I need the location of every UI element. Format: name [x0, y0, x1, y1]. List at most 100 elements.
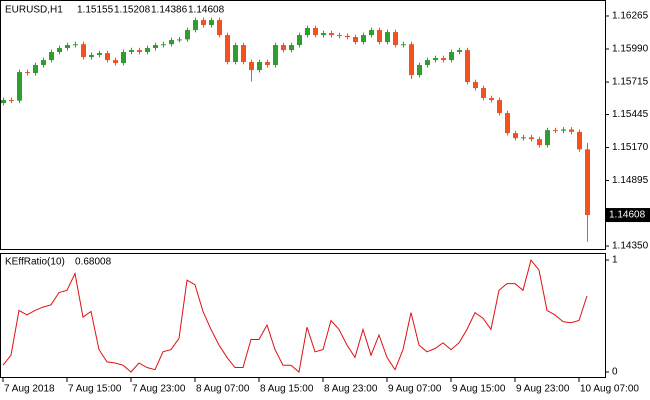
- candle-body: [529, 137, 534, 140]
- y-tick-label: 1.14895: [612, 175, 649, 186]
- candle-body: [289, 45, 294, 51]
- candle-body: [185, 30, 190, 40]
- candle-body: [105, 53, 110, 61]
- candle-body: [305, 27, 310, 36]
- x-tick-label: 7 Aug 23:00: [132, 384, 186, 395]
- x-tick-label: 10 Aug 07:00: [580, 384, 639, 395]
- candle-body: [57, 48, 62, 53]
- y-tick-label: 1.14350: [612, 241, 649, 252]
- indicator-line: [2, 259, 588, 373]
- y-tick-label: 1.16265: [612, 11, 649, 22]
- candle-body: [257, 61, 262, 71]
- candle-body: [113, 60, 118, 64]
- candle-body: [73, 44, 78, 46]
- candle-body: [409, 44, 414, 76]
- candle-body: [401, 44, 406, 46]
- candle-body: [25, 72, 30, 74]
- candle-body: [561, 129, 566, 131]
- x-tick-label: 8 Aug 15:00: [260, 384, 314, 395]
- candle-body: [137, 50, 142, 53]
- candle-body: [385, 32, 390, 43]
- candle-body: [297, 35, 302, 46]
- candle-body: [89, 55, 94, 58]
- candle-body: [457, 50, 462, 53]
- candle-body: [121, 52, 126, 64]
- candle-body: [337, 35, 342, 37]
- candle-body: [1, 100, 6, 104]
- candle-body: [273, 45, 278, 65]
- candle-body: [321, 33, 326, 36]
- candle-body: [553, 130, 558, 132]
- y-tick-label: 0: [612, 367, 618, 378]
- candle-body: [33, 64, 38, 74]
- candle-body: [393, 32, 398, 46]
- candle-body: [265, 61, 270, 65]
- candle-body: [481, 88, 486, 99]
- candle-body: [329, 33, 334, 36]
- current-price-box: [606, 208, 650, 223]
- candle-body: [49, 52, 54, 61]
- candle-body: [417, 64, 422, 76]
- candle-body: [225, 35, 230, 62]
- current-price-label: 1.14608: [609, 210, 646, 221]
- candle-body: [377, 30, 382, 43]
- candle-body: [65, 45, 70, 49]
- candle-body: [521, 137, 526, 139]
- candle-body: [513, 133, 518, 139]
- candle-body: [129, 50, 134, 53]
- indicator-panel: [0, 253, 606, 378]
- symbol-title: EURUSD,H1: [5, 5, 63, 16]
- candle-body: [361, 35, 366, 43]
- candle-body: [489, 98, 494, 101]
- candle-body: [169, 40, 174, 45]
- candle-body: [345, 35, 350, 38]
- candle-body: [9, 100, 14, 102]
- candle-body: [425, 60, 430, 65]
- x-tick-label: 9 Aug 23:00: [516, 384, 570, 395]
- candle-body: [497, 100, 502, 114]
- indicator-title: KEffRatio(10): [5, 257, 65, 268]
- candle-body: [97, 53, 102, 56]
- header-high: 1.15208: [114, 5, 151, 16]
- candle-body: [441, 58, 446, 61]
- candle-body: [161, 44, 166, 46]
- candle-body: [201, 20, 206, 25]
- x-tick-label: 8 Aug 23:00: [324, 384, 378, 395]
- x-tick-label: 9 Aug 07:00: [388, 384, 442, 395]
- x-tick-label: 7 Aug 15:00: [68, 384, 122, 395]
- candle-body: [241, 45, 246, 62]
- x-tick-label: 7 Aug 2018: [4, 384, 55, 395]
- y-tick-label: 1: [612, 255, 618, 266]
- y-tick-label: 1.15170: [612, 142, 649, 153]
- candle-body: [209, 20, 214, 25]
- header-low: 1.14386: [151, 5, 188, 16]
- candle-body: [545, 130, 550, 146]
- candle-body: [249, 61, 254, 71]
- header-open: 1.15155: [77, 5, 114, 16]
- candle-body: [449, 52, 454, 61]
- candle-body: [233, 45, 238, 62]
- candle-body: [505, 113, 510, 134]
- x-tick-label: 9 Aug 15:00: [452, 384, 506, 395]
- candle-body: [153, 45, 158, 49]
- indicator-header: KEffRatio(10) 0.68008: [5, 257, 112, 268]
- candle-body: [145, 48, 150, 53]
- y-tick-label: 1.15715: [612, 77, 649, 88]
- candle-body: [353, 37, 358, 43]
- candle-body: [577, 131, 582, 150]
- candle-body: [81, 44, 86, 58]
- header-close: 1.14608: [188, 5, 225, 16]
- candle-body: [569, 129, 574, 132]
- candle-body: [585, 149, 590, 216]
- price-panel: [0, 0, 606, 250]
- candle-body: [17, 72, 22, 101]
- candle-body: [177, 39, 182, 41]
- candle-body: [193, 20, 198, 31]
- indicator-last: 0.68008: [75, 257, 112, 268]
- candle-body: [465, 50, 470, 83]
- x-tick-label: 8 Aug 07:00: [196, 384, 250, 395]
- candle-body: [313, 27, 318, 36]
- candle-body: [369, 30, 374, 36]
- y-tick-label: 1.15990: [612, 44, 649, 55]
